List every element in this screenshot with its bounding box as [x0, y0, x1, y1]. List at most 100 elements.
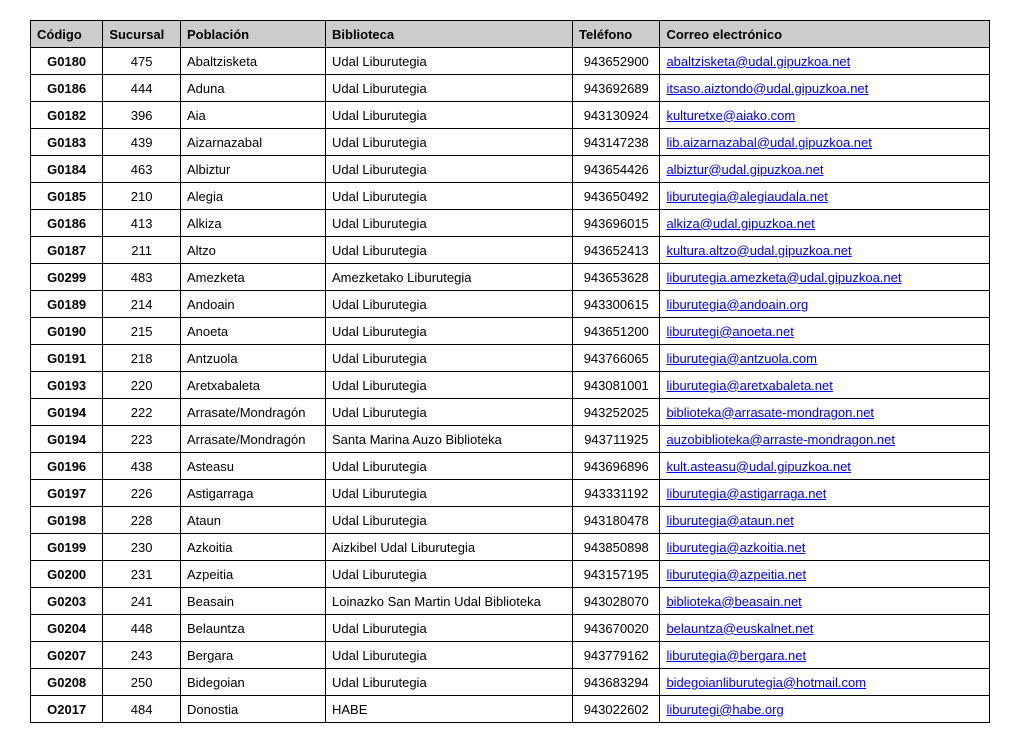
cell-telefono: 943850898: [573, 534, 660, 561]
cell-telefono: 943022602: [573, 696, 660, 723]
email-link[interactable]: lib.aizarnazabal@udal.gipuzkoa.net: [666, 135, 871, 150]
email-link[interactable]: belauntza@euskalnet.net: [666, 621, 813, 636]
email-link[interactable]: liburutegia@alegiaudala.net: [666, 189, 827, 204]
cell-biblioteca: Amezketako Liburutegia: [326, 264, 573, 291]
email-link[interactable]: liburutegia@ataun.net: [666, 513, 793, 528]
cell-sucursal: 483: [103, 264, 181, 291]
cell-correo: kult.asteasu@udal.gipuzkoa.net: [660, 453, 990, 480]
email-link[interactable]: liburutegia@antzuola.com: [666, 351, 817, 366]
table-row: G0208250BidegoianUdal Liburutegia9436832…: [31, 669, 990, 696]
cell-poblacion: Alegia: [180, 183, 325, 210]
cell-poblacion: Bergara: [180, 642, 325, 669]
cell-poblacion: Amezketa: [180, 264, 325, 291]
cell-codigo: G0203: [31, 588, 103, 615]
table-row: G0193220AretxabaletaUdal Liburutegia9430…: [31, 372, 990, 399]
cell-correo: kulturetxe@aiako.com: [660, 102, 990, 129]
cell-biblioteca: Udal Liburutegia: [326, 237, 573, 264]
cell-poblacion: Donostia: [180, 696, 325, 723]
email-link[interactable]: bidegoianliburutegia@hotmail.com: [666, 675, 866, 690]
cell-poblacion: Albiztur: [180, 156, 325, 183]
cell-sucursal: 231: [103, 561, 181, 588]
table-row: G0191218AntzuolaUdal Liburutegia94376606…: [31, 345, 990, 372]
cell-biblioteca: Udal Liburutegia: [326, 183, 573, 210]
email-link[interactable]: liburutegia@aretxabaleta.net: [666, 378, 832, 393]
cell-telefono: 943683294: [573, 669, 660, 696]
cell-telefono: 943652900: [573, 48, 660, 75]
cell-codigo: G0197: [31, 480, 103, 507]
table-row: O2017484DonostiaHABE943022602liburutegi@…: [31, 696, 990, 723]
email-link[interactable]: kultura.altzo@udal.gipuzkoa.net: [666, 243, 851, 258]
email-link[interactable]: alkiza@udal.gipuzkoa.net: [666, 216, 814, 231]
email-link[interactable]: itsaso.aiztondo@udal.gipuzkoa.net: [666, 81, 868, 96]
cell-sucursal: 214: [103, 291, 181, 318]
cell-sucursal: 448: [103, 615, 181, 642]
cell-correo: kultura.altzo@udal.gipuzkoa.net: [660, 237, 990, 264]
table-row: G0198228AtaunUdal Liburutegia943180478li…: [31, 507, 990, 534]
email-link[interactable]: abaltzisketa@udal.gipuzkoa.net: [666, 54, 850, 69]
cell-sucursal: 439: [103, 129, 181, 156]
cell-codigo: G0207: [31, 642, 103, 669]
email-link[interactable]: liburutegia@astigarraga.net: [666, 486, 826, 501]
table-row: G0194222Arrasate/MondragónUdal Liburuteg…: [31, 399, 990, 426]
cell-biblioteca: Udal Liburutegia: [326, 48, 573, 75]
table-row: G0196438AsteasuUdal Liburutegia943696896…: [31, 453, 990, 480]
email-link[interactable]: liburutegia@azpeitia.net: [666, 567, 806, 582]
email-link[interactable]: biblioteka@arrasate-mondragon.net: [666, 405, 874, 420]
email-link[interactable]: kult.asteasu@udal.gipuzkoa.net: [666, 459, 850, 474]
table-row: G0186444AdunaUdal Liburutegia943692689it…: [31, 75, 990, 102]
cell-codigo: G0191: [31, 345, 103, 372]
cell-poblacion: Asteasu: [180, 453, 325, 480]
table-row: G0199230AzkoitiaAizkibel Udal Liburutegi…: [31, 534, 990, 561]
cell-poblacion: Andoain: [180, 291, 325, 318]
cell-sucursal: 396: [103, 102, 181, 129]
email-link[interactable]: liburutegia@andoain.org: [666, 297, 808, 312]
cell-biblioteca: Udal Liburutegia: [326, 318, 573, 345]
cell-telefono: 943331192: [573, 480, 660, 507]
cell-codigo: G0183: [31, 129, 103, 156]
header-telefono: Teléfono: [573, 21, 660, 48]
cell-biblioteca: Udal Liburutegia: [326, 156, 573, 183]
email-link[interactable]: biblioteka@beasain.net: [666, 594, 801, 609]
cell-poblacion: Altzo: [180, 237, 325, 264]
cell-biblioteca: Udal Liburutegia: [326, 615, 573, 642]
cell-correo: alkiza@udal.gipuzkoa.net: [660, 210, 990, 237]
cell-sucursal: 250: [103, 669, 181, 696]
email-link[interactable]: liburutegi@habe.org: [666, 702, 783, 717]
cell-telefono: 943766065: [573, 345, 660, 372]
email-link[interactable]: liburutegia.amezketa@udal.gipuzkoa.net: [666, 270, 901, 285]
cell-poblacion: Aia: [180, 102, 325, 129]
email-link[interactable]: liburutegia@azkoitia.net: [666, 540, 805, 555]
table-row: G0187211AltzoUdal Liburutegia943652413ku…: [31, 237, 990, 264]
cell-poblacion: Aretxabaleta: [180, 372, 325, 399]
email-link[interactable]: liburutegi@anoeta.net: [666, 324, 793, 339]
cell-biblioteca: Santa Marina Auzo Biblioteka: [326, 426, 573, 453]
cell-correo: liburutegia@bergara.net: [660, 642, 990, 669]
table-row: G0189214AndoainUdal Liburutegia943300615…: [31, 291, 990, 318]
cell-poblacion: Aduna: [180, 75, 325, 102]
cell-poblacion: Anoeta: [180, 318, 325, 345]
table-row: G0190215AnoetaUdal Liburutegia943651200l…: [31, 318, 990, 345]
email-link[interactable]: kulturetxe@aiako.com: [666, 108, 795, 123]
cell-correo: biblioteka@arrasate-mondragon.net: [660, 399, 990, 426]
cell-correo: itsaso.aiztondo@udal.gipuzkoa.net: [660, 75, 990, 102]
cell-telefono: 943670020: [573, 615, 660, 642]
cell-correo: liburutegia@astigarraga.net: [660, 480, 990, 507]
cell-telefono: 943300615: [573, 291, 660, 318]
cell-biblioteca: Udal Liburutegia: [326, 507, 573, 534]
cell-telefono: 943653628: [573, 264, 660, 291]
email-link[interactable]: liburutegia@bergara.net: [666, 648, 806, 663]
cell-codigo: G0193: [31, 372, 103, 399]
cell-codigo: G0196: [31, 453, 103, 480]
cell-biblioteca: HABE: [326, 696, 573, 723]
cell-poblacion: Belauntza: [180, 615, 325, 642]
cell-sucursal: 215: [103, 318, 181, 345]
email-link[interactable]: albiztur@udal.gipuzkoa.net: [666, 162, 823, 177]
cell-telefono: 943779162: [573, 642, 660, 669]
cell-poblacion: Beasain: [180, 588, 325, 615]
cell-telefono: 943650492: [573, 183, 660, 210]
cell-codigo: G0208: [31, 669, 103, 696]
cell-biblioteca: Udal Liburutegia: [326, 399, 573, 426]
cell-poblacion: Antzuola: [180, 345, 325, 372]
email-link[interactable]: auzobiblioteka@arraste-mondragon.net: [666, 432, 895, 447]
cell-biblioteca: Udal Liburutegia: [326, 372, 573, 399]
